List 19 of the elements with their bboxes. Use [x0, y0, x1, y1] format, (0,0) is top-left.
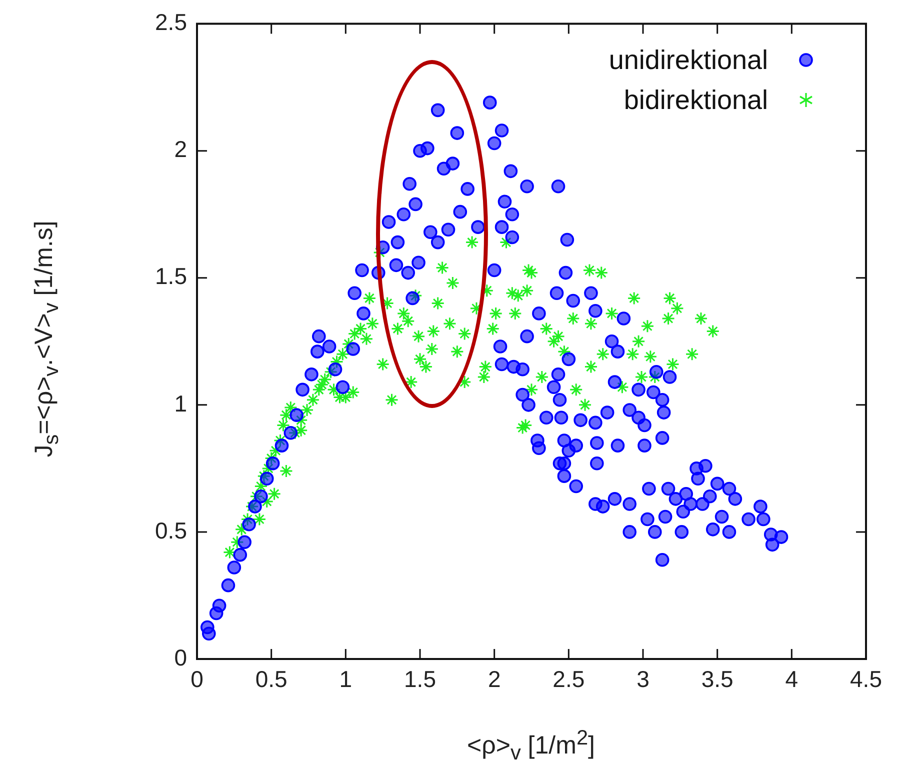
x-axis-title: <ρ>$_{v}$ [1/m$^{2}$] — [467, 726, 595, 766]
x-tick-label: 3.5 — [701, 666, 734, 692]
x-tick-label: 4 — [785, 666, 798, 692]
y-tick-label: 2.5 — [155, 9, 187, 36]
legend-label: unidirektional — [608, 44, 768, 76]
y-tick-label: 1.5 — [155, 263, 187, 290]
x-tick-label: 1.5 — [404, 666, 436, 692]
x-tick-label: 2.5 — [552, 666, 585, 692]
y-tick-label: 0 — [174, 644, 187, 670]
x-tick-label: 1 — [339, 666, 352, 692]
y-tick-label: 0.5 — [155, 517, 187, 544]
x-tick-label: 2 — [488, 666, 501, 692]
y-tick-label: 1 — [174, 390, 187, 416]
x-tick-label: 0 — [190, 666, 204, 692]
x-tick-label: 4.5 — [850, 666, 882, 692]
legend-label: bidirektional — [624, 84, 768, 116]
x-tick-label: 3 — [636, 666, 650, 692]
x-tick-label: 0.5 — [255, 666, 288, 692]
y-tick-label: 2 — [174, 136, 187, 162]
